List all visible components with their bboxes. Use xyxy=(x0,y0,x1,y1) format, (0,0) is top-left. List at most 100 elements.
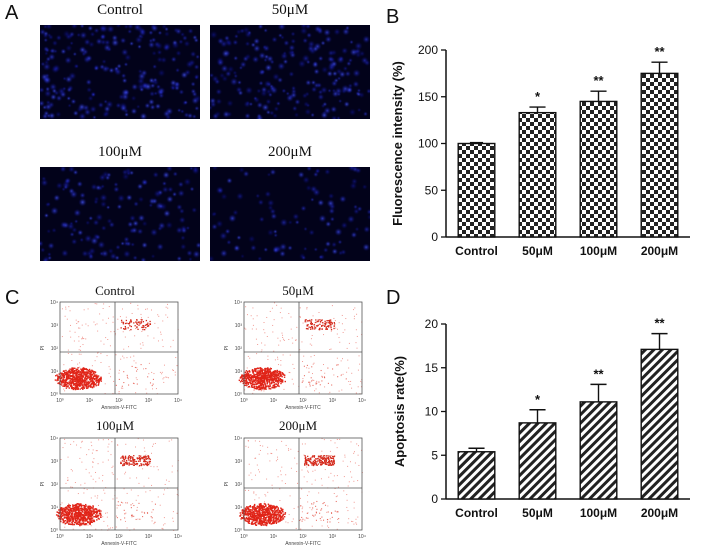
y-tick-label: 10⁰ xyxy=(234,392,242,398)
micrograph-title-50um: 50μM xyxy=(271,2,309,18)
bar xyxy=(457,451,496,500)
x-tick-label: 10² xyxy=(299,398,307,404)
y-tick-label: 10⁰ xyxy=(234,528,242,534)
error-bar xyxy=(529,106,546,113)
y-tick-label: 10² xyxy=(235,346,243,352)
x-tick-label: 10³ xyxy=(145,534,153,540)
flow-events xyxy=(55,438,179,531)
x-axis-label: Annexin-V-FITC xyxy=(101,541,137,547)
y-tick-label: 10⁴ xyxy=(50,300,58,306)
significance-marker: * xyxy=(535,392,541,407)
micrograph-title-control: Control xyxy=(97,2,143,18)
flow-title-control: Control xyxy=(95,283,135,298)
y-tick-label: 10² xyxy=(51,346,59,352)
x-tick-label: 10³ xyxy=(145,398,153,404)
x-tick-label: 10¹ xyxy=(86,398,94,404)
significance-marker: ** xyxy=(654,316,665,331)
flow-events xyxy=(54,302,179,395)
significance-marker: ** xyxy=(593,73,604,88)
panel-letter-d: D xyxy=(386,287,401,309)
x-tick-label: 100μM xyxy=(580,244,617,258)
x-tick-label: 10² xyxy=(115,398,123,404)
apoptosis-bar-chart: 0 5 10 15 20 Apoptosis rate(%) Control 50μM * 100… xyxy=(392,316,690,520)
x-tick-label: 10⁰ xyxy=(56,534,64,540)
x-tick-label: 10⁰ xyxy=(240,534,248,540)
bar xyxy=(579,100,618,238)
x-tick-label: Control xyxy=(455,506,498,520)
bar xyxy=(640,72,679,238)
x-tick-label: 50μM xyxy=(522,506,553,520)
flow-title-50um: 50μM xyxy=(282,283,314,298)
y-axis-label: Fluorescence intensity (%) xyxy=(390,61,405,226)
x-tick-label: 50μM xyxy=(522,244,553,258)
x-tick-label: 200μM xyxy=(641,244,678,258)
bar xyxy=(518,111,557,238)
x-tick-label: 10¹ xyxy=(86,534,94,540)
x-tick-label: 10⁰ xyxy=(56,398,64,404)
x-tick-label: 10³ xyxy=(329,398,337,404)
error-bar xyxy=(529,409,546,423)
error-bar xyxy=(590,383,607,402)
error-bar xyxy=(590,90,607,102)
plot-frame xyxy=(243,437,363,531)
x-tick-label: 10² xyxy=(299,534,307,540)
x-tick-label: 10⁰ xyxy=(240,398,248,404)
bar xyxy=(640,348,679,500)
flow-events xyxy=(238,302,363,395)
y-tick-label: 10¹ xyxy=(235,505,243,511)
x-tick-label: 10¹ xyxy=(270,398,278,404)
x-tick-label: 10² xyxy=(115,534,123,540)
flow-title-200um: 200μM xyxy=(278,418,318,433)
x-axis-label: Annexin-V-FITC xyxy=(285,405,321,411)
y-tick-label: 10⁰ xyxy=(50,392,58,398)
y-tick-label: 10² xyxy=(51,482,59,488)
y-axis-label: PI xyxy=(40,482,46,487)
y-tick-label: 20 xyxy=(425,317,439,331)
y-tick-label: 10² xyxy=(235,482,243,488)
x-tick-label: 10⁴ xyxy=(174,534,182,540)
y-tick-label: 100 xyxy=(418,137,438,151)
x-tick-label: 10⁴ xyxy=(174,398,182,404)
panel-letter-a: A xyxy=(5,2,19,24)
micrograph-title-100um: 100μM xyxy=(98,144,142,160)
y-tick-label: 0 xyxy=(431,492,438,506)
micrograph-title-200um: 200μM xyxy=(268,144,312,160)
x-axis-label: Annexin-V-FITC xyxy=(101,405,137,411)
y-tick-label: 10⁴ xyxy=(234,300,242,306)
significance-marker: * xyxy=(535,89,541,104)
x-tick-label: Control xyxy=(455,244,498,258)
micrograph-50um xyxy=(210,25,370,119)
y-tick-label: 50 xyxy=(425,183,439,197)
x-tick-label: 10⁴ xyxy=(358,534,366,540)
plot-frame xyxy=(243,301,363,395)
error-bar xyxy=(651,61,668,74)
y-tick-label: 15 xyxy=(425,361,439,375)
significance-marker: ** xyxy=(593,366,604,381)
flow-title-100um: 100μM xyxy=(95,418,135,433)
x-tick-label: 200μM xyxy=(641,506,678,520)
bar xyxy=(457,142,496,238)
micrograph-200um xyxy=(210,167,370,261)
y-tick-label: 150 xyxy=(418,90,438,104)
y-tick-label: 10¹ xyxy=(51,505,59,511)
bar xyxy=(579,401,618,500)
y-tick-label: 10⁴ xyxy=(234,436,242,442)
fluorescence-bar-chart: 0 50 100 150 200 Fluorescence intensity (%) Co… xyxy=(390,43,690,258)
y-axis-label: PI xyxy=(40,346,46,351)
flow-events xyxy=(239,438,363,530)
x-tick-label: 10⁴ xyxy=(358,398,366,404)
y-tick-label: 10 xyxy=(425,405,439,419)
y-tick-label: 10³ xyxy=(235,323,243,329)
x-tick-label: 10³ xyxy=(329,534,337,540)
y-tick-label: 10⁰ xyxy=(50,528,58,534)
x-tick-label: 10¹ xyxy=(270,534,278,540)
plot-frame xyxy=(59,437,179,531)
y-axis-label: PI xyxy=(224,346,230,351)
y-tick-label: 0 xyxy=(431,230,438,244)
error-bar xyxy=(651,332,668,350)
bar xyxy=(518,422,557,500)
y-tick-label: 5 xyxy=(431,448,438,462)
